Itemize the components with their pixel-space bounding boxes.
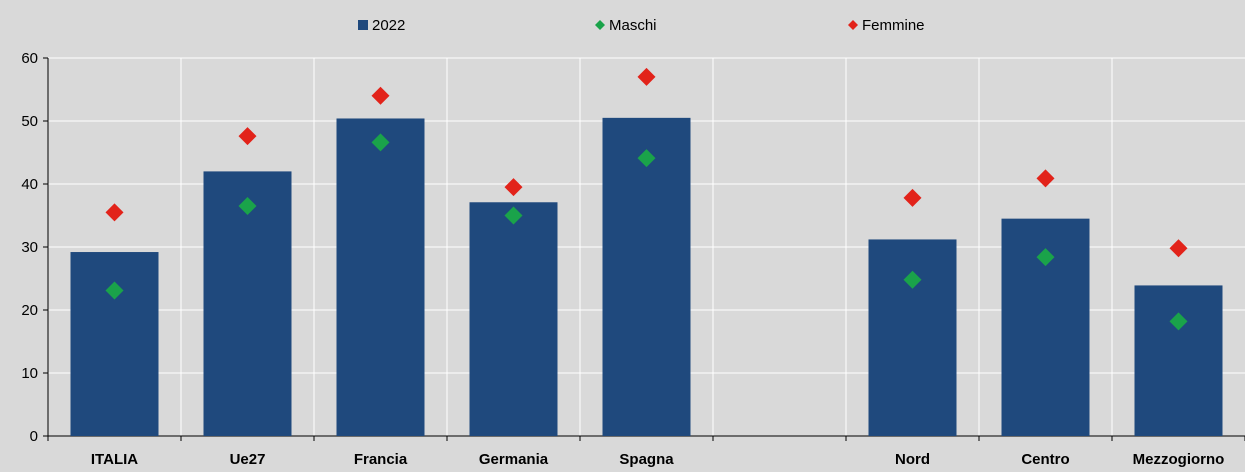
category-label: Germania — [479, 451, 549, 468]
marker-femmine — [903, 188, 922, 207]
markers — [105, 67, 1188, 331]
marker-maschi — [637, 149, 656, 168]
marker-maschi — [371, 133, 390, 152]
category-label: ITALIA — [91, 451, 138, 468]
marker-femmine — [1169, 239, 1188, 258]
marker-maschi — [238, 197, 257, 216]
y-tick-label: 20 — [21, 302, 38, 319]
legend-2022-label: 2022 — [372, 17, 405, 34]
marker-femmine — [238, 127, 257, 146]
category-label: Nord — [895, 451, 930, 468]
category-label: Spagna — [619, 451, 674, 468]
y-tick-label: 50 — [21, 113, 38, 130]
labels: ITALIA Ue27 Francia Germania Spagna Nord Centr… — [91, 451, 1224, 468]
y-tick-label: 60 — [21, 50, 38, 67]
marker-femmine — [504, 178, 523, 197]
legend-femmine-label: Femmine — [862, 17, 925, 34]
legend-2022-swatch — [358, 20, 368, 30]
legend: 2022 Maschi Femmine — [358, 17, 925, 34]
marker-maschi — [105, 281, 124, 300]
legend-maschi-label: Maschi — [609, 17, 657, 34]
marker-maschi — [903, 270, 922, 289]
bar-2022 — [1134, 285, 1223, 436]
marker-maschi — [1169, 312, 1188, 331]
bar-2022 — [868, 239, 957, 436]
marker-femmine — [1036, 169, 1055, 188]
marker-femmine — [371, 86, 390, 105]
bar-2022 — [336, 118, 425, 436]
bar-2022 — [203, 171, 292, 436]
bar-2022 — [469, 202, 558, 436]
bar-2022 — [602, 117, 691, 436]
marker-maschi — [504, 206, 523, 225]
y-tick-label: 0 — [30, 428, 38, 445]
legend-maschi-swatch — [595, 20, 605, 30]
category-label: Francia — [354, 451, 408, 468]
y-tick-label: 40 — [21, 176, 38, 193]
bar-2022 — [70, 252, 159, 436]
marker-femmine — [637, 67, 656, 86]
legend-femmine-swatch — [848, 20, 858, 30]
category-label: Mezzogiorno — [1133, 451, 1225, 468]
y-tick-label: 10 — [21, 365, 38, 382]
marker-maschi — [1036, 248, 1055, 267]
category-label: Ue27 — [230, 451, 266, 468]
bars — [70, 117, 1223, 436]
y-tick-label: 30 — [21, 239, 38, 256]
marker-femmine — [105, 203, 124, 222]
category-label: Centro — [1021, 451, 1069, 468]
